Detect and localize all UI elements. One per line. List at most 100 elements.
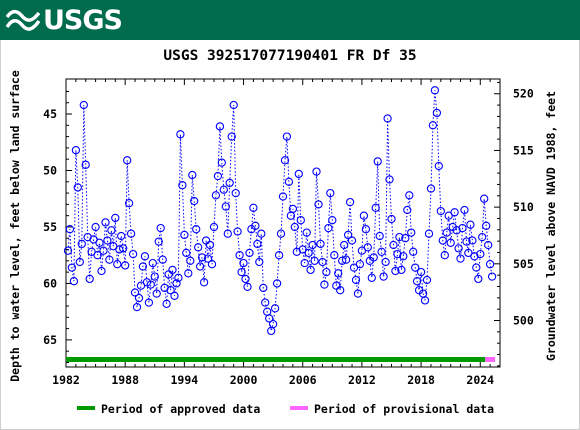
data-point — [188, 170, 197, 180]
data-point — [324, 223, 333, 233]
data-point — [265, 314, 274, 323]
usgs-wave-icon — [6, 9, 40, 31]
data-point — [478, 232, 487, 242]
data-point — [219, 185, 228, 194]
y-right-tick-label: 510 — [513, 200, 534, 214]
data-point — [215, 122, 225, 131]
data-point — [310, 256, 319, 265]
data-point — [207, 260, 217, 269]
y-axis-right-label: Groundwater level above NAVD 1988, feet — [544, 91, 558, 361]
data-point — [243, 282, 252, 291]
data-point — [154, 237, 163, 246]
data-point — [115, 245, 124, 254]
data-point — [221, 202, 230, 211]
data-point — [190, 196, 199, 206]
data-point — [428, 121, 438, 130]
data-point — [403, 205, 412, 215]
data-point — [95, 238, 104, 247]
data-point — [184, 269, 193, 278]
data-point — [308, 240, 317, 250]
data-point — [424, 229, 434, 238]
data-point — [482, 221, 491, 230]
data-point — [162, 299, 171, 308]
data-point — [97, 266, 106, 276]
data-point — [442, 228, 451, 237]
data-point — [101, 218, 110, 227]
data-point — [456, 254, 465, 263]
data-point — [195, 262, 205, 271]
data-point — [217, 158, 226, 167]
data-point — [377, 247, 386, 256]
data-point — [450, 208, 459, 217]
usgs-logo[interactable]: USGS — [6, 4, 123, 36]
data-point — [468, 236, 477, 245]
usgs-header-banner: USGS — [0, 0, 580, 40]
data-point — [111, 213, 120, 223]
data-point — [338, 256, 347, 265]
data-point — [119, 244, 128, 253]
data-point — [282, 132, 292, 141]
data-point — [75, 257, 84, 267]
data-point — [343, 230, 353, 240]
data-point — [359, 211, 369, 220]
y-right-tick-label: 505 — [513, 257, 534, 271]
data-point — [300, 258, 309, 268]
data-point — [128, 249, 138, 259]
data-point — [124, 199, 134, 208]
data-point — [409, 247, 418, 256]
data-point — [330, 251, 339, 260]
legend: Period of approved data Period of provis… — [77, 402, 494, 416]
data-point — [180, 230, 189, 240]
data-point — [138, 262, 148, 271]
data-point — [438, 236, 447, 245]
data-point — [422, 275, 432, 285]
data-point — [251, 221, 260, 230]
data-point — [235, 251, 244, 260]
data-point — [174, 273, 183, 282]
x-tick-label: 1994 — [171, 373, 199, 387]
data-point — [383, 114, 392, 123]
data-point — [223, 229, 232, 238]
data-point — [397, 265, 406, 275]
data-point — [306, 265, 315, 275]
data-point — [197, 253, 207, 262]
data-point — [257, 229, 266, 238]
data-point — [270, 304, 280, 313]
data-point — [211, 191, 221, 200]
y-left-tick-label: 60 — [43, 276, 57, 290]
data-point — [227, 132, 236, 141]
data-point — [381, 257, 390, 267]
data-point — [328, 216, 337, 225]
data-point — [194, 243, 203, 252]
data-point — [229, 100, 238, 110]
data-point — [476, 249, 485, 259]
data-point — [259, 283, 268, 293]
data-point — [347, 236, 357, 245]
data-point — [290, 222, 299, 232]
legend-approved-swatch — [77, 406, 95, 410]
data-point — [355, 260, 365, 269]
data-point — [412, 277, 422, 286]
data-point — [113, 260, 122, 269]
data-point — [462, 237, 471, 246]
provisional-period-bar — [485, 357, 496, 362]
data-point — [405, 191, 414, 200]
data-point — [320, 280, 329, 289]
data-point — [103, 236, 112, 245]
x-tick-label: 2018 — [407, 373, 435, 387]
data-point — [353, 289, 363, 298]
data-point — [373, 157, 382, 166]
data-point — [314, 200, 323, 209]
data-point — [77, 239, 86, 249]
data-point — [334, 269, 343, 278]
data-point — [484, 240, 493, 250]
data-point — [176, 130, 185, 139]
data-point — [454, 244, 463, 253]
data-point — [426, 184, 436, 193]
legend-provisional-label: Period of provisional data — [314, 402, 494, 416]
data-point — [245, 248, 254, 258]
x-tick-label: 2012 — [348, 373, 376, 387]
data-point — [369, 253, 378, 262]
approved-period-bar — [66, 357, 486, 362]
